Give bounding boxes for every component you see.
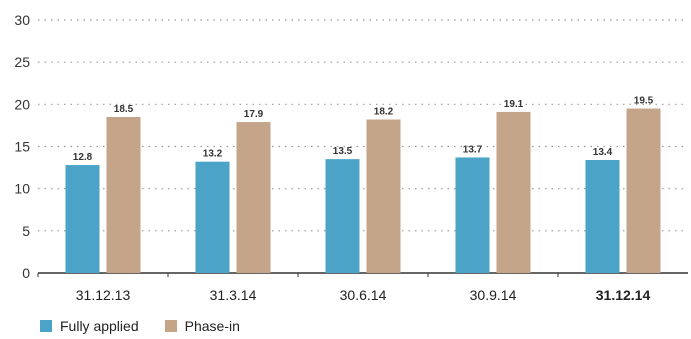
data-label: 13.4	[593, 147, 613, 158]
bar-fully-applied	[585, 159, 620, 273]
legend-label-fully-applied: Fully applied	[60, 318, 139, 334]
bar-fully-applied	[325, 159, 360, 273]
data-label: 18.5	[114, 104, 134, 115]
grid-lines	[38, 19, 688, 232]
bars	[65, 108, 661, 273]
legend-label-phase-in: Phase-in	[184, 318, 240, 334]
legend-item-phase-in: Phase-in	[164, 318, 240, 334]
x-axis: 31.12.13 31.3.14 30.6.14 30.9.14 31.12.14	[76, 287, 651, 303]
bar-fully-applied	[65, 165, 100, 273]
data-labels: 12.8 18.5 13.2 17.9 13.5 18.2 13.7 19.1 13.4 19.5	[73, 96, 654, 164]
bar-chart: 0 5 10 15 20 25 30 12.8 18.5 13.2 17.9 13.5 18.2 13.…	[14, 12, 688, 303]
data-label: 12.8	[73, 152, 93, 163]
y-tick-label: 0	[22, 265, 30, 281]
legend-item-fully-applied: Fully applied	[40, 318, 139, 334]
data-label: 19.5	[634, 96, 654, 107]
y-tick-label: 5	[22, 223, 30, 239]
y-tick-label: 20	[14, 96, 30, 112]
legend: Fully applied Phase-in	[40, 318, 266, 334]
y-tick-label: 25	[14, 54, 30, 70]
bar-fully-applied	[455, 157, 490, 273]
data-label: 18.2	[374, 107, 394, 118]
y-tick-label: 10	[14, 181, 30, 197]
bar-phase-in	[106, 116, 141, 273]
x-tick-label: 31.3.14	[210, 287, 257, 303]
x-tick-label: 30.9.14	[470, 287, 517, 303]
bar-phase-in	[626, 108, 661, 273]
bar-phase-in	[496, 111, 531, 273]
x-tick-label: 31.12.13	[76, 287, 131, 303]
x-tick-label: 30.6.14	[340, 287, 387, 303]
data-label: 19.1	[504, 99, 524, 110]
data-label: 13.2	[203, 149, 223, 160]
bar-fully-applied	[195, 161, 230, 273]
legend-swatch-fully-applied	[40, 320, 52, 332]
y-tick-label: 15	[14, 139, 30, 155]
x-tick-label: 31.12.14	[596, 287, 651, 303]
legend-swatch-phase-in	[164, 320, 177, 332]
y-axis: 0 5 10 15 20 25 30	[14, 12, 688, 281]
data-label: 13.7	[463, 144, 483, 155]
data-label: 13.5	[333, 146, 353, 157]
bar-phase-in	[366, 119, 401, 273]
y-tick-label: 30	[14, 12, 30, 28]
bar-phase-in	[236, 122, 271, 273]
data-label: 17.9	[244, 109, 264, 120]
